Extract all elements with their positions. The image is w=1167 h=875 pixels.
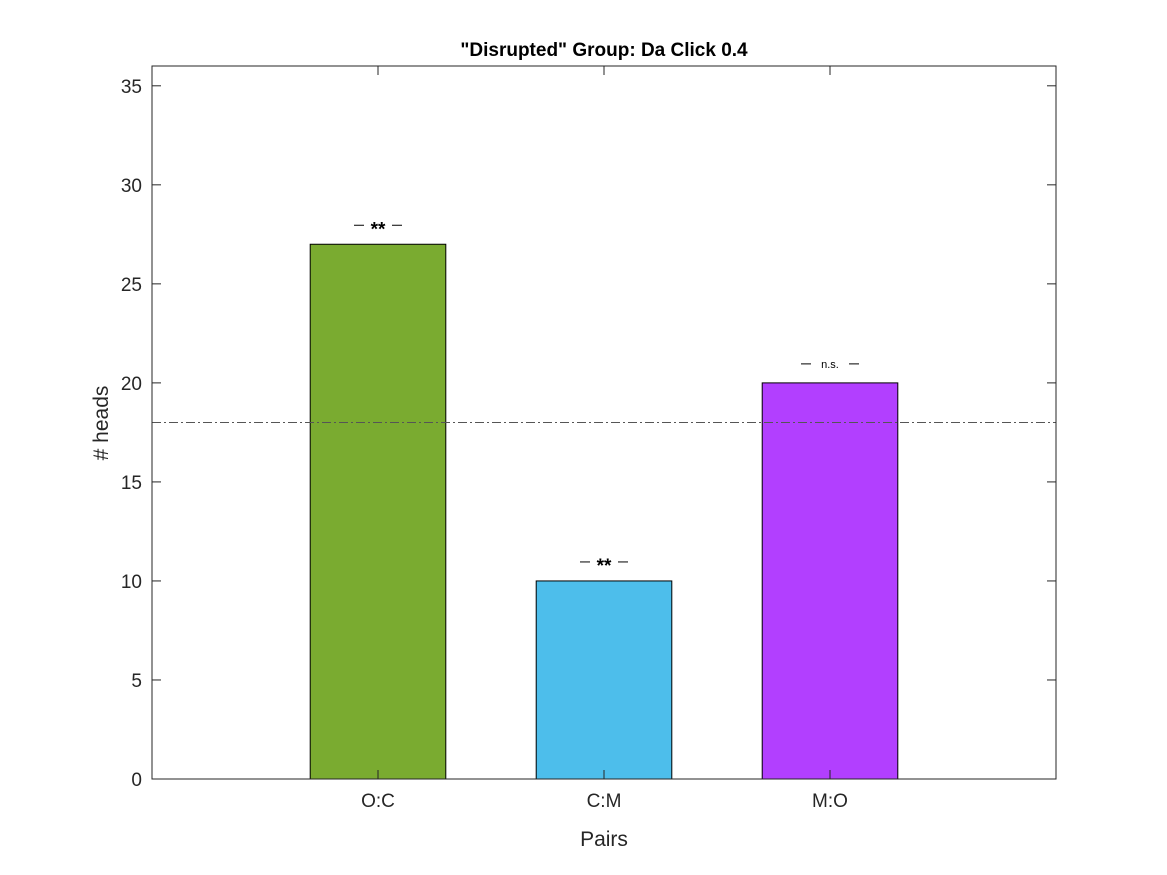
y-tick-label: 15 <box>121 473 142 494</box>
bar-mo <box>761 382 899 780</box>
x-tick-label: C:M <box>587 791 622 812</box>
x-axis-label: Pairs <box>580 828 628 851</box>
y-tick-label: 30 <box>121 176 142 197</box>
significance-label: n.s. <box>821 359 839 371</box>
significance-label: ** <box>597 556 612 577</box>
y-tick-label: 25 <box>121 275 142 296</box>
y-tick-label: 5 <box>131 671 142 692</box>
bar-oc <box>309 243 447 780</box>
significance-layer: ** ** n.s. <box>354 219 859 577</box>
chart-title: "Disrupted" Group: Da Click 0.4 <box>460 40 748 61</box>
y-tick-label: 10 <box>121 572 142 593</box>
y-tick-label: 35 <box>121 77 142 98</box>
x-tick-label: M:O <box>812 791 848 812</box>
bar-cm <box>535 580 673 780</box>
bars-layer <box>309 243 899 780</box>
y-axis-label: # heads <box>90 386 113 461</box>
y-tick-label: 20 <box>121 374 142 395</box>
ticks-layer: 0 5 10 15 20 25 30 35 O:C C:M M:O <box>121 66 1056 812</box>
significance-label: ** <box>371 219 386 240</box>
y-tick-label: 0 <box>131 770 142 791</box>
x-tick-label: O:C <box>361 791 395 812</box>
